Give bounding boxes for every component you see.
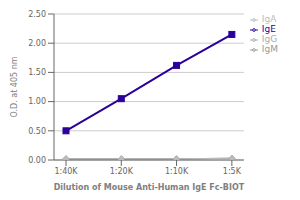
svg-text:1:20K: 1:20K	[110, 167, 134, 176]
html-text:IgG: IgG	[261, 34, 278, 44]
svg-text:0.50: 0.50	[28, 127, 46, 136]
svg-text:1:40K: 1:40K	[54, 167, 78, 176]
html-text:IgE: IgE	[261, 24, 276, 34]
svg-text:1.00: 1.00	[28, 97, 46, 106]
svg-text:0.00: 0.00	[28, 156, 46, 165]
svg-text:1:5K: 1:5K	[223, 167, 242, 176]
html-text:IgM: IgM	[261, 44, 278, 54]
svg-text:2.00: 2.00	[28, 39, 46, 48]
svg-text:O.D. at 405 nm: O.D. at 405 nm	[10, 56, 19, 117]
svg-text:1.50: 1.50	[28, 68, 46, 77]
svg-text:1:10K: 1:10K	[165, 167, 189, 176]
svg-text:Dilution of Mouse Anti-Human I: Dilution of Mouse Anti-Human IgE Fc-BIOT	[54, 183, 245, 192]
svg-text:2.50: 2.50	[28, 10, 46, 19]
html-text:IgA: IgA	[261, 14, 277, 24]
